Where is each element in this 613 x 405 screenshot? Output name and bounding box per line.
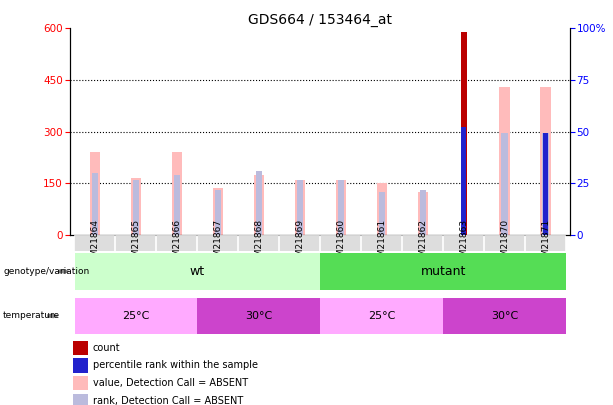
Text: 30°C: 30°C (491, 311, 518, 321)
Text: GSM21868: GSM21868 (254, 218, 264, 268)
Text: temperature: temperature (3, 311, 60, 320)
Bar (336, 180, 346, 235)
Text: mutant: mutant (421, 265, 466, 278)
Bar (256, 171, 262, 235)
Text: GSM21867: GSM21867 (213, 218, 223, 268)
Bar (74, 235, 114, 251)
Bar (213, 188, 223, 235)
Bar (172, 152, 182, 235)
Bar (461, 128, 466, 235)
Text: wt: wt (190, 265, 205, 278)
Bar (133, 180, 139, 235)
Text: genotype/variation: genotype/variation (3, 267, 89, 276)
Bar (297, 180, 303, 235)
Text: value, Detection Call = ABSENT: value, Detection Call = ABSENT (93, 378, 248, 388)
Bar (279, 235, 319, 251)
Bar (73, 341, 88, 355)
Bar (402, 235, 442, 251)
Title: GDS664 / 153464_at: GDS664 / 153464_at (248, 13, 392, 27)
Bar (73, 358, 88, 373)
Bar (417, 192, 428, 235)
Bar (197, 298, 321, 334)
Bar (197, 235, 237, 251)
Text: percentile rank within the sample: percentile rank within the sample (93, 360, 258, 371)
Bar (238, 235, 278, 251)
Text: GSM21865: GSM21865 (132, 218, 140, 268)
Bar (321, 298, 443, 334)
Bar (254, 175, 264, 235)
Text: GSM21862: GSM21862 (418, 219, 427, 267)
Bar (543, 133, 549, 235)
Bar (174, 175, 180, 235)
Bar (320, 235, 360, 251)
Text: 25°C: 25°C (368, 311, 395, 321)
Bar (541, 87, 550, 235)
Text: GSM21860: GSM21860 (337, 218, 345, 268)
Text: GSM21861: GSM21861 (377, 218, 386, 268)
Text: GSM21864: GSM21864 (91, 219, 99, 267)
Bar (525, 235, 565, 251)
Text: GSM21869: GSM21869 (295, 218, 304, 268)
Bar (501, 133, 508, 235)
Bar (73, 376, 88, 390)
Bar (361, 235, 401, 251)
Text: GSM21866: GSM21866 (172, 218, 181, 268)
Text: GSM21863: GSM21863 (459, 218, 468, 268)
Bar (443, 235, 483, 251)
Bar (131, 178, 141, 235)
Text: GSM21871: GSM21871 (541, 218, 550, 268)
Bar (75, 298, 197, 334)
Text: 25°C: 25°C (123, 311, 150, 321)
Bar (543, 133, 548, 235)
Bar (321, 253, 566, 290)
Bar (443, 298, 566, 334)
Bar (92, 173, 98, 235)
Bar (75, 253, 321, 290)
Text: rank, Detection Call = ABSENT: rank, Detection Call = ABSENT (93, 396, 243, 405)
Bar (90, 152, 100, 235)
Text: count: count (93, 343, 121, 353)
Bar (295, 180, 305, 235)
Bar (419, 190, 426, 235)
Bar (215, 190, 221, 235)
Bar (500, 87, 509, 235)
Bar (484, 235, 524, 251)
Bar (156, 235, 196, 251)
Text: 30°C: 30°C (245, 311, 273, 321)
Bar (376, 183, 387, 235)
Bar (338, 180, 344, 235)
Bar (73, 394, 88, 405)
Bar (460, 32, 466, 235)
Text: GSM21870: GSM21870 (500, 218, 509, 268)
Bar (379, 192, 385, 235)
Bar (115, 235, 155, 251)
